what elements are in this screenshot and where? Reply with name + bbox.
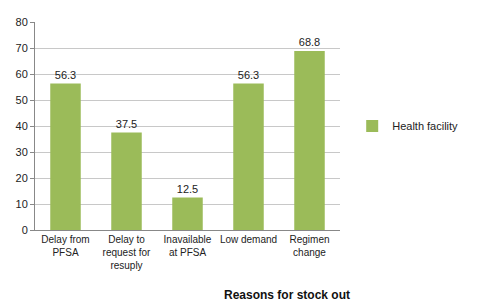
svg-text:60: 60 xyxy=(16,68,28,80)
svg-text:56.3: 56.3 xyxy=(238,69,259,81)
svg-text:Regimenchange: Regimenchange xyxy=(289,234,329,258)
svg-text:Health facility: Health facility xyxy=(392,120,458,132)
svg-text:30: 30 xyxy=(16,146,28,158)
svg-text:Delay fromPFSA: Delay fromPFSA xyxy=(41,234,89,258)
svg-text:68.8: 68.8 xyxy=(299,36,320,48)
svg-text:20: 20 xyxy=(16,172,28,184)
svg-text:Reasons for stock out: Reasons for stock out xyxy=(224,288,350,302)
svg-text:12.5: 12.5 xyxy=(177,183,198,195)
svg-text:Delay torequest forresuply: Delay torequest forresuply xyxy=(103,234,151,271)
svg-text:80: 80 xyxy=(16,16,28,28)
svg-text:56.3: 56.3 xyxy=(55,69,76,81)
svg-text:70: 70 xyxy=(16,42,28,54)
svg-text:10: 10 xyxy=(16,198,28,210)
svg-text:40: 40 xyxy=(16,120,28,132)
svg-text:Inavailableat PFSA: Inavailableat PFSA xyxy=(164,234,212,258)
svg-text:50: 50 xyxy=(16,94,28,106)
svg-text:37.5: 37.5 xyxy=(116,118,137,130)
svg-text:Low demand: Low demand xyxy=(220,234,277,245)
svg-text:0: 0 xyxy=(22,224,28,236)
